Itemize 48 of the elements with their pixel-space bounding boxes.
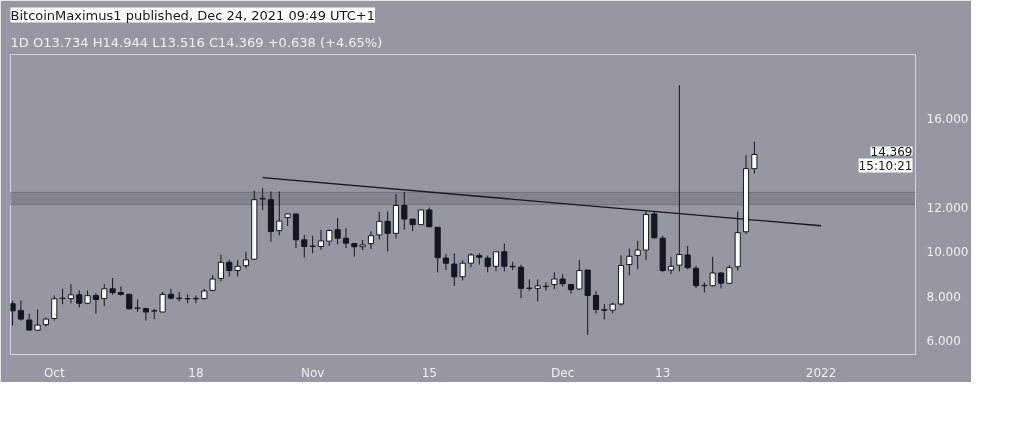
x-tick-label: Oct [43, 365, 65, 380]
candlestick [601, 303, 608, 321]
x-tick-label: 18 [188, 365, 204, 380]
y-tick-label: 10.000 [926, 245, 969, 260]
candlestick [259, 187, 266, 211]
candlestick [117, 286, 125, 297]
chart-title: 1D O13.734 H14.944 L13.516 C14.369 +0.638 (+4.65%) [10, 34, 383, 50]
candlestick [526, 278, 533, 292]
candlestick [167, 288, 175, 300]
candlestick [667, 256, 675, 275]
candlestick [276, 190, 283, 236]
x-tick-label: Dec [551, 365, 575, 380]
x-tick-label: 15 [421, 365, 437, 380]
y-tick-label: 6.000 [926, 334, 961, 349]
candlestick [301, 234, 308, 259]
candlestick [751, 141, 758, 175]
candlestick [142, 307, 150, 321]
x-tick-label: 13 [655, 365, 671, 380]
y-tick-label: 12.000 [926, 200, 969, 215]
candlestick [492, 251, 500, 272]
candlestick [242, 251, 250, 270]
candlestick [342, 227, 350, 249]
candlestick [317, 229, 325, 251]
candlestick [67, 283, 75, 304]
candlestick [626, 248, 633, 276]
x-tick-label: 2022 [805, 365, 837, 380]
candlestick [692, 265, 700, 289]
candlestick [10, 300, 16, 327]
candlestick [634, 240, 641, 270]
y-tick-label: 8.000 [926, 289, 961, 304]
candlestick [367, 230, 375, 250]
candlestick [17, 299, 24, 322]
candlestick [217, 254, 225, 282]
candlestick [159, 291, 166, 313]
annotation: 14.369 [870, 144, 913, 159]
candlestick [101, 283, 108, 307]
candlestick [517, 264, 525, 299]
candlestick [51, 294, 58, 322]
text: BitcoinMaximus1 published, Dec 24, 2021 09:49 UTC+1 [10, 7, 375, 23]
y-tick-label: 16.000 [926, 111, 969, 126]
annotation: 15:10:21 [858, 158, 913, 173]
candlestick [592, 290, 600, 314]
candlestick [34, 308, 41, 332]
candlestick [501, 243, 508, 272]
x-tick-label: Nov [300, 365, 325, 380]
candlestick [534, 278, 541, 302]
candlestick [442, 253, 450, 271]
candlestick [92, 292, 100, 315]
